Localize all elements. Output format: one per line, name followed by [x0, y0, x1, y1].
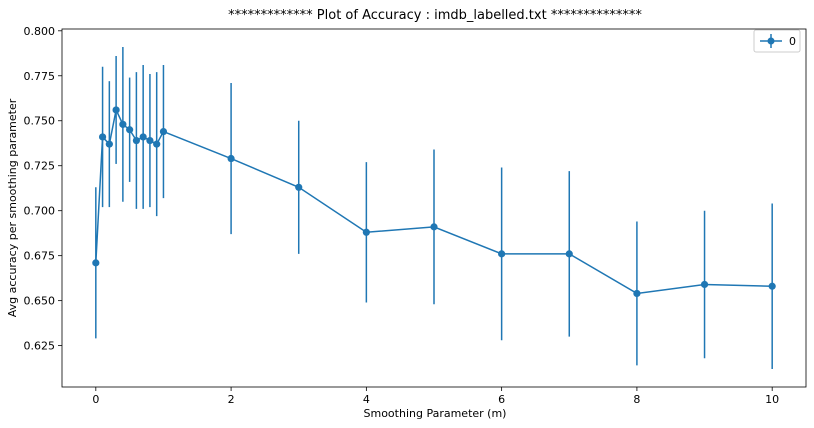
y-tick-label: 0.725 [24, 160, 56, 173]
legend-marker [767, 37, 775, 45]
data-point [98, 133, 107, 141]
plot-area: 0 2 4 6 8 10 0.625 0.650 0.675 0.700 0.725 0.750 0.7… [24, 25, 807, 406]
y-tick-label: 0.675 [24, 250, 56, 263]
x-tick-label: 8 [633, 393, 640, 406]
y-tick-label: 0.800 [24, 25, 56, 38]
y-tick-label: 0.700 [24, 205, 56, 218]
x-tick-label: 0 [92, 393, 99, 406]
legend: 0 [753, 29, 801, 53]
data-point [126, 126, 134, 134]
data-point [119, 120, 127, 128]
data-point [105, 140, 113, 148]
x-tick-label: 4 [363, 393, 370, 406]
data-point [112, 106, 120, 114]
data-point [159, 127, 168, 136]
x-tick-label: 6 [498, 393, 505, 406]
y-tick-label: 0.650 [24, 295, 56, 308]
data-point [295, 183, 303, 191]
data-point [146, 136, 154, 145]
data-point [700, 280, 709, 289]
data-point [565, 250, 573, 258]
axes-frame [61, 28, 807, 388]
y-axis-label: Avg accuracy per smoothing parameter [6, 98, 19, 317]
x-tick-label: 10 [765, 393, 779, 406]
data-point [430, 223, 438, 231]
x-tick-label: 2 [228, 393, 235, 406]
data-point [768, 282, 776, 290]
data-point [633, 289, 641, 298]
data-point [362, 228, 370, 236]
data-point [132, 136, 140, 145]
chart-title: ************* Plot of Accuracy : imdb_la… [228, 8, 642, 23]
y-tick-label: 0.775 [24, 70, 56, 83]
x-axis-label: Smoothing Parameter (m) [364, 407, 507, 420]
data-point [227, 154, 235, 163]
data-point [153, 140, 161, 148]
y-tick-label: 0.750 [24, 115, 56, 128]
y-tick-label: 0.625 [24, 340, 56, 353]
data-point [498, 250, 506, 258]
data-point [139, 133, 147, 141]
legend-label: 0 [789, 35, 796, 48]
data-point [92, 259, 100, 267]
